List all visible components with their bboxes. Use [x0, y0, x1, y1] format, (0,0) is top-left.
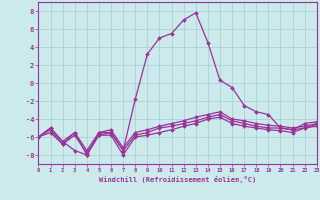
X-axis label: Windchill (Refroidissement éolien,°C): Windchill (Refroidissement éolien,°C) — [99, 176, 256, 183]
